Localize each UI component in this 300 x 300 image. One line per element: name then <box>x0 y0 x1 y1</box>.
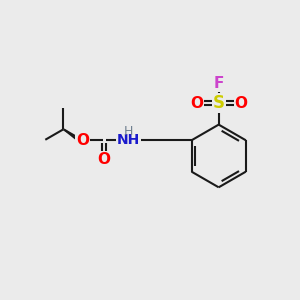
Text: S: S <box>213 94 225 112</box>
Text: O: O <box>235 96 248 111</box>
Text: O: O <box>98 152 110 167</box>
Text: F: F <box>214 76 224 91</box>
Text: O: O <box>76 133 89 148</box>
Text: H: H <box>124 125 133 138</box>
Text: NH: NH <box>117 133 140 147</box>
Text: O: O <box>190 96 203 111</box>
